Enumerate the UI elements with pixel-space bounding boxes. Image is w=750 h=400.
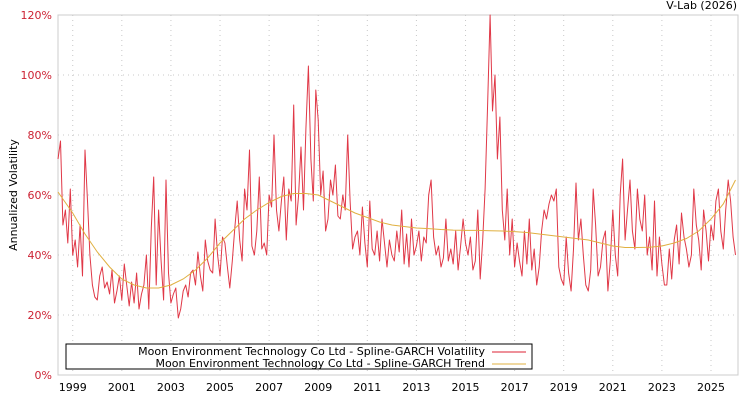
legend-label-trend: Moon Environment Technology Co Ltd - Spl… bbox=[156, 357, 485, 370]
legend: Moon Environment Technology Co Ltd - Spl… bbox=[65, 343, 533, 370]
x-axis-ticks: 1999 2001 2003 2005 2007 2009 2011 2013 2015 2017… bbox=[59, 381, 725, 394]
legend-box bbox=[65, 343, 533, 370]
x-tick-label: 2011 bbox=[353, 381, 381, 394]
trend-series-line bbox=[57, 179, 736, 289]
y-axis-label: Annualized Volatility bbox=[7, 139, 20, 251]
x-tick-label: 2003 bbox=[157, 381, 185, 394]
plot-area-border bbox=[57, 14, 739, 376]
y-tick-label: 100% bbox=[21, 69, 52, 82]
y-tick-label: 20% bbox=[28, 309, 52, 322]
volatility-series-line bbox=[57, 14, 736, 319]
y-tick-label: 60% bbox=[28, 189, 52, 202]
x-tick-label: 2007 bbox=[255, 381, 283, 394]
x-tick-label: 2015 bbox=[452, 381, 480, 394]
y-tick-label: 40% bbox=[28, 249, 52, 262]
y-axis-ticks: 0% 20% 40% 60% 80% 100% 120% bbox=[21, 9, 52, 382]
y-tick-label: 80% bbox=[28, 129, 52, 142]
y-tick-label: 120% bbox=[21, 9, 52, 22]
y-tick-label: 0% bbox=[35, 369, 52, 382]
x-tick-label: 2021 bbox=[599, 381, 627, 394]
x-tick-label: 2013 bbox=[402, 381, 430, 394]
credit-label: V-Lab (2026) bbox=[666, 0, 737, 12]
x-tick-label: 2017 bbox=[501, 381, 529, 394]
x-tick-label: 2001 bbox=[108, 381, 136, 394]
x-tick-label: 2025 bbox=[697, 381, 725, 394]
x-tick-label: 2023 bbox=[648, 381, 676, 394]
x-tick-label: 2009 bbox=[304, 381, 332, 394]
grid-lines bbox=[58, 15, 738, 375]
legend-label-volatility: Moon Environment Technology Co Ltd - Spl… bbox=[138, 345, 485, 358]
x-tick-label: 2019 bbox=[550, 381, 578, 394]
x-tick-label: 2005 bbox=[206, 381, 234, 394]
x-tick-label: 1999 bbox=[59, 381, 87, 394]
